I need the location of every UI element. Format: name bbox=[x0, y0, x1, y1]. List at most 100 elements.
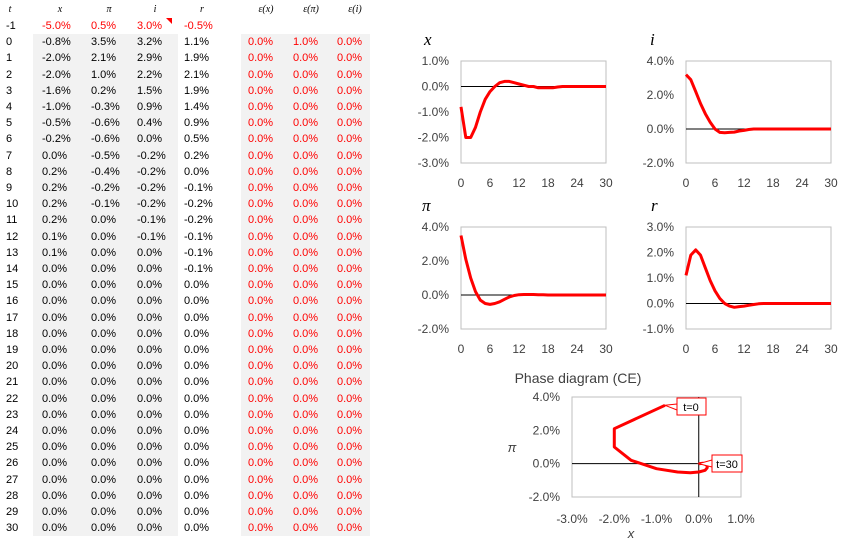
cell-t[interactable]: 15 bbox=[6, 279, 19, 292]
cell-t[interactable]: 27 bbox=[6, 473, 19, 486]
cell-pi[interactable]: 0.0% bbox=[91, 489, 117, 502]
cell-ei[interactable]: 0.0% bbox=[337, 263, 363, 275]
cell-epi[interactable]: 0.0% bbox=[293, 149, 319, 162]
cell-r[interactable]: -0.2% bbox=[184, 198, 213, 211]
cell-i[interactable]: 0.0% bbox=[137, 425, 163, 437]
cell-x[interactable]: 0.1% bbox=[42, 230, 68, 243]
cell-x[interactable]: 0.0% bbox=[42, 457, 68, 470]
cell-x[interactable]: 0.0% bbox=[42, 489, 68, 502]
cell-r[interactable]: 0.2% bbox=[184, 149, 210, 162]
cell-x[interactable]: 0.0% bbox=[42, 473, 68, 486]
cell-ei[interactable]: 0.0% bbox=[337, 327, 363, 340]
cell-ex[interactable]: 0.0% bbox=[248, 117, 274, 130]
cell-t[interactable]: 17 bbox=[6, 311, 19, 324]
cell-r[interactable]: -0.1% bbox=[184, 263, 213, 275]
cell-ei[interactable]: 0.0% bbox=[337, 230, 363, 243]
cell-pi[interactable]: 0.0% bbox=[91, 506, 117, 518]
cell-x[interactable]: 0.2% bbox=[42, 214, 68, 227]
cell-epi[interactable]: 0.0% bbox=[293, 52, 319, 65]
cell-r[interactable]: 1.4% bbox=[184, 101, 210, 113]
cell-epi[interactable]: 0.0% bbox=[293, 230, 319, 243]
cell-t[interactable]: 22 bbox=[6, 392, 19, 405]
cell-x[interactable]: 0.0% bbox=[42, 392, 68, 405]
cell-r[interactable]: 0.0% bbox=[184, 457, 210, 470]
cell-epi[interactable]: 0.0% bbox=[293, 182, 319, 194]
cell-ei[interactable]: 0.0% bbox=[337, 165, 363, 178]
cell-ei[interactable]: 0.0% bbox=[337, 246, 363, 259]
cell-x[interactable]: 0.0% bbox=[42, 279, 68, 292]
cell-r[interactable]: 0.0% bbox=[184, 441, 210, 454]
cell-ex[interactable]: 0.0% bbox=[248, 230, 274, 243]
cell-i[interactable]: 0.0% bbox=[137, 473, 163, 486]
cell-pi[interactable]: -0.4% bbox=[91, 165, 120, 178]
cell-ei[interactable]: 0.0% bbox=[337, 376, 363, 389]
cell-pi[interactable]: 3.5% bbox=[91, 36, 117, 49]
cell-ex[interactable]: 0.0% bbox=[248, 392, 274, 405]
cell-pi[interactable]: -0.3% bbox=[91, 101, 120, 113]
cell-pi[interactable]: 0.0% bbox=[91, 473, 117, 486]
cell-t[interactable]: -1 bbox=[6, 20, 16, 32]
cell-i[interactable]: -0.1% bbox=[137, 230, 166, 243]
cell-pi[interactable]: 0.0% bbox=[91, 214, 117, 227]
cell-t[interactable]: 19 bbox=[6, 344, 19, 356]
cell-pi[interactable]: 0.0% bbox=[91, 392, 117, 405]
cell-t[interactable]: 30 bbox=[6, 522, 19, 535]
cell-i[interactable]: 0.0% bbox=[137, 263, 163, 275]
cell-ex[interactable]: 0.0% bbox=[248, 522, 274, 535]
cell-x[interactable]: -0.5% bbox=[42, 117, 71, 130]
cell-ex[interactable]: 0.0% bbox=[248, 457, 274, 470]
cell-epi[interactable]: 0.0% bbox=[293, 165, 319, 178]
cell-i[interactable]: 2.9% bbox=[137, 52, 163, 65]
cell-t[interactable]: 7 bbox=[6, 149, 13, 162]
cell-ei[interactable]: 0.0% bbox=[337, 133, 363, 146]
cell-pi[interactable]: 0.0% bbox=[91, 246, 117, 259]
cell-ei[interactable]: 0.0% bbox=[337, 279, 363, 292]
cell-ex[interactable]: 0.0% bbox=[248, 376, 274, 389]
cell-pi[interactable]: 1.0% bbox=[91, 68, 117, 81]
cell-pi[interactable]: 0.0% bbox=[91, 441, 117, 454]
cell-epi[interactable]: 0.0% bbox=[293, 133, 319, 146]
cell-pi[interactable]: -0.6% bbox=[91, 117, 120, 130]
cell-x[interactable]: -1.6% bbox=[42, 84, 71, 97]
cell-pi[interactable]: -0.5% bbox=[91, 149, 120, 162]
cell-t[interactable]: 16 bbox=[6, 295, 19, 308]
cell-i[interactable]: 0.0% bbox=[137, 360, 163, 373]
cell-ei[interactable]: 0.0% bbox=[337, 473, 363, 486]
cell-pi[interactable]: 0.0% bbox=[91, 327, 117, 340]
cell-ei[interactable]: 0.0% bbox=[337, 84, 363, 97]
cell-i[interactable]: 0.4% bbox=[137, 117, 163, 130]
cell-ex[interactable]: 0.0% bbox=[248, 68, 274, 81]
cell-ex[interactable]: 0.0% bbox=[248, 408, 274, 421]
cell-ei[interactable]: 0.0% bbox=[337, 311, 363, 324]
cell-epi[interactable]: 0.0% bbox=[293, 101, 319, 113]
cell-t[interactable]: 13 bbox=[6, 246, 19, 259]
cell-r[interactable]: 0.0% bbox=[184, 489, 210, 502]
cell-pi[interactable]: 0.5% bbox=[91, 20, 117, 32]
cell-ex[interactable]: 0.0% bbox=[248, 198, 274, 211]
cell-ex[interactable]: 0.0% bbox=[248, 425, 274, 437]
cell-pi[interactable]: 0.0% bbox=[91, 230, 117, 243]
cell-i[interactable]: 3.0% bbox=[137, 20, 163, 32]
cell-t[interactable]: 21 bbox=[6, 376, 19, 389]
cell-r[interactable]: 0.9% bbox=[184, 117, 210, 130]
cell-ei[interactable]: 0.0% bbox=[337, 182, 363, 194]
cell-ex[interactable]: 0.0% bbox=[248, 473, 274, 486]
cell-ei[interactable]: 0.0% bbox=[337, 408, 363, 421]
cell-epi[interactable]: 0.0% bbox=[293, 214, 319, 227]
cell-t[interactable]: 0 bbox=[6, 36, 13, 49]
cell-i[interactable]: 0.0% bbox=[137, 441, 163, 454]
cell-pi[interactable]: 0.0% bbox=[91, 376, 117, 389]
cell-r[interactable]: -0.1% bbox=[184, 182, 213, 194]
cell-t[interactable]: 28 bbox=[6, 489, 19, 502]
cell-pi[interactable]: 0.0% bbox=[91, 311, 117, 324]
cell-r[interactable]: 0.0% bbox=[184, 376, 210, 389]
cell-epi[interactable]: 0.0% bbox=[293, 408, 319, 421]
cell-x[interactable]: 0.0% bbox=[42, 425, 68, 437]
cell-t[interactable]: 11 bbox=[6, 214, 18, 227]
cell-ei[interactable]: 0.0% bbox=[337, 489, 363, 502]
cell-r[interactable]: 0.0% bbox=[184, 344, 210, 356]
cell-x[interactable]: 0.2% bbox=[42, 165, 68, 178]
cell-x[interactable]: 0.0% bbox=[42, 522, 68, 535]
cell-x[interactable]: 0.0% bbox=[42, 311, 68, 324]
cell-ex[interactable]: 0.0% bbox=[248, 506, 274, 518]
